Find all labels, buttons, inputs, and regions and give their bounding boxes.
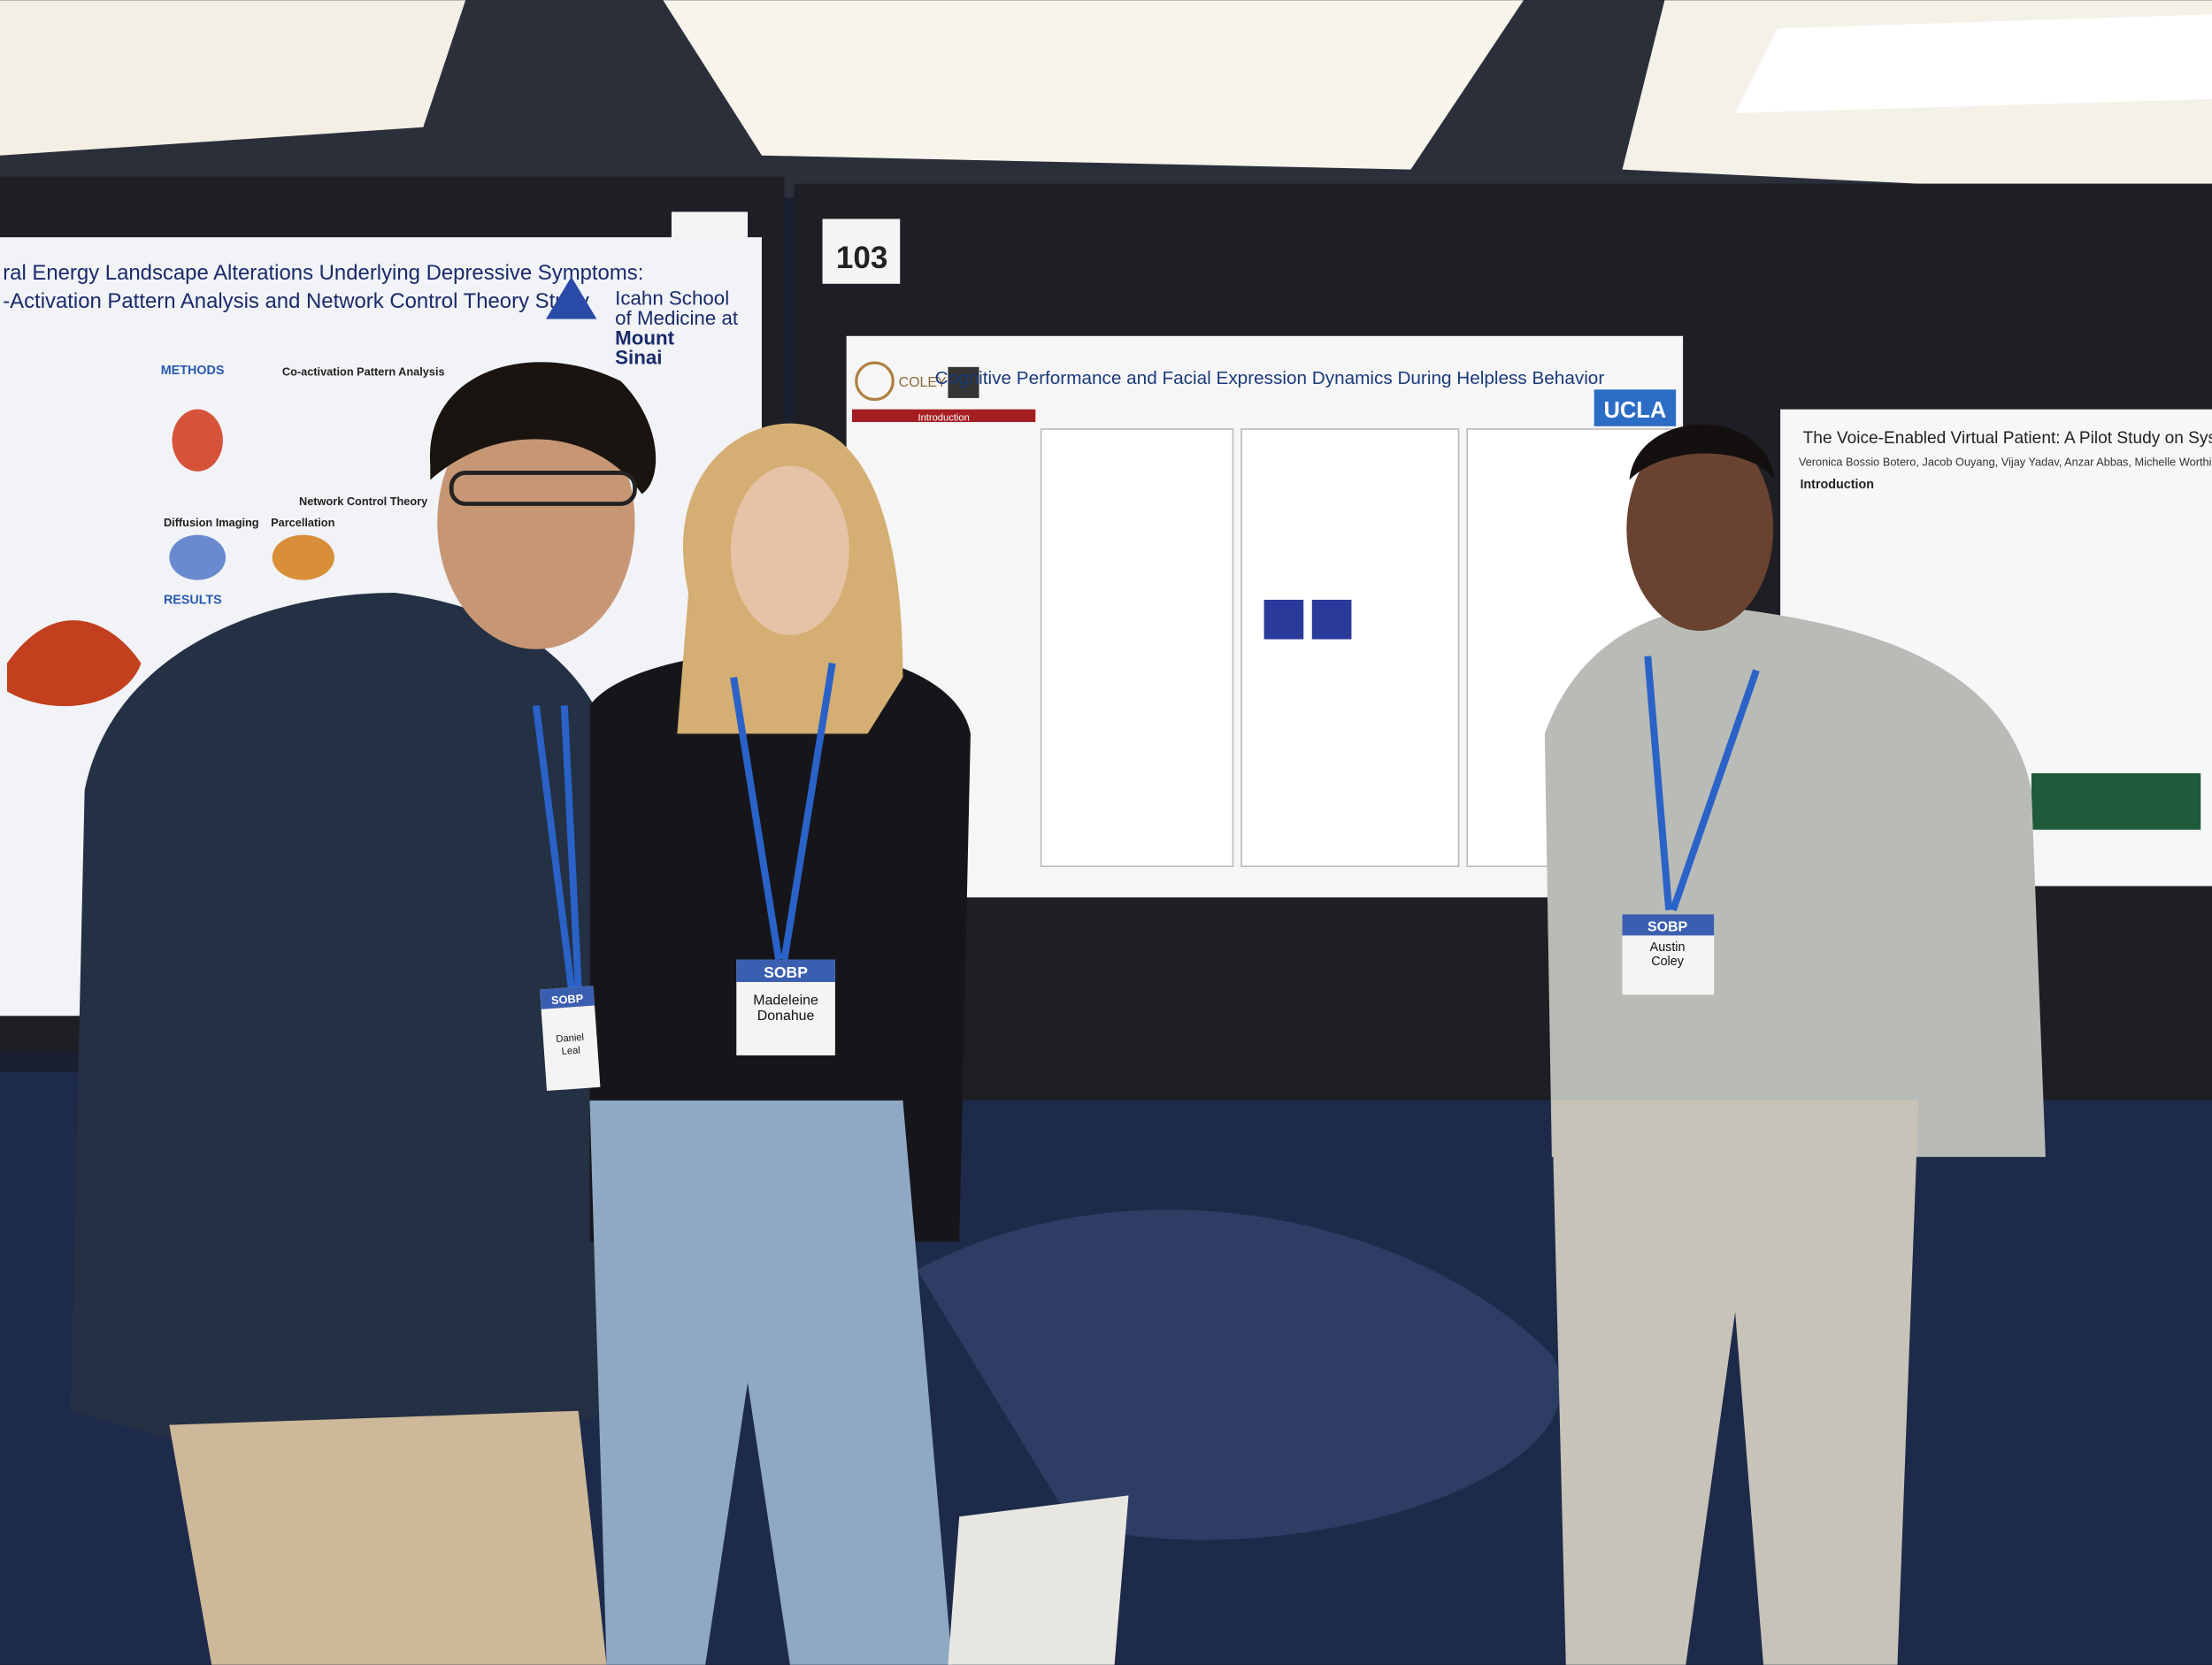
badge-card [540, 986, 601, 1092]
brain-figure [272, 534, 334, 580]
badge-header [736, 959, 835, 983]
badge-name: Coley [1651, 955, 1684, 969]
section-heading: Co-activation Pattern Analysis [282, 364, 445, 378]
qr-code [948, 366, 979, 398]
person-face [437, 395, 635, 649]
bar-figure [2031, 773, 2201, 830]
logo-text: Icahn School [615, 288, 729, 310]
badge-event: SOBP [1647, 920, 1688, 935]
badge-name: Austin [1650, 940, 1686, 955]
section-heading: Introduction [1800, 478, 1874, 492]
section-heading: Introduction [918, 412, 969, 423]
logo-mark [546, 276, 597, 319]
person-jacket [70, 592, 621, 1439]
image-figure [1263, 599, 1304, 640]
badge-header [1622, 914, 1715, 936]
section-bar [852, 409, 1036, 423]
section-heading: Network Control Theory [299, 495, 428, 508]
section-heading: METHODS [161, 364, 225, 378]
person-face [1626, 427, 1774, 632]
person-cardigan [1544, 606, 2046, 1157]
poster-authors: Veronica Bossio Botero, Jacob Ouyang, Vi… [1799, 455, 2212, 468]
person-top [589, 648, 971, 1242]
badge-name: Donahue [757, 1009, 815, 1024]
badge-name: Leal [561, 1045, 580, 1056]
board-number: 103 [836, 241, 888, 275]
badge-name: Madeleine [753, 994, 818, 1009]
poster-panel [1240, 428, 1460, 868]
ucla-logo: UCLA [1603, 398, 1666, 423]
logo-text: Mount [615, 326, 674, 349]
brain-figure [169, 534, 227, 580]
energy-landscape [6, 620, 142, 707]
lanyard [1644, 656, 1760, 911]
ceiling-light [0, 0, 466, 156]
badge-event: SOBP [764, 963, 808, 981]
person-pants [1551, 1100, 1919, 1665]
poster-title: The Voice-Enabled Virtual Patient: A Pil… [1803, 429, 2212, 448]
badge-name: Daniel [556, 1032, 584, 1045]
carpet-pattern [917, 1209, 1562, 1540]
poster-panel [1040, 428, 1234, 868]
poster-title: Cognitive Performance and Facial Express… [935, 368, 1605, 388]
lanyard [532, 705, 582, 988]
glasses [449, 471, 637, 506]
lanyard [730, 663, 836, 961]
badge-header [540, 986, 595, 1009]
brain-figure [172, 409, 223, 472]
section-heading: Diffusion Imaging [164, 516, 259, 529]
logo-text: Sinai [615, 347, 662, 369]
lab-logo [855, 361, 895, 402]
person-hair [1629, 424, 1775, 480]
person-pants [169, 1410, 607, 1665]
notebook [948, 1495, 1129, 1665]
poster-title: ral Energy Landscape Alterations Underly… [3, 261, 643, 285]
person-hair [429, 362, 657, 495]
section-heading: RESULTS [164, 594, 222, 608]
person-jeans [589, 1100, 953, 1665]
logo-text: of Medicine at [615, 307, 739, 329]
person-face [730, 465, 849, 635]
ceiling-light [663, 0, 1524, 170]
badge-event: SOBP [551, 992, 585, 1008]
ceiling-light [1735, 14, 2212, 113]
badge: SOBP Daniel Leal [540, 986, 601, 1092]
image-figure [1311, 599, 1352, 640]
ucla-logo-box [1594, 389, 1677, 426]
section-heading: Parcellation [271, 516, 334, 529]
poster-title: -Activation Pattern Analysis and Network… [3, 289, 589, 313]
board-number-card [822, 219, 901, 284]
